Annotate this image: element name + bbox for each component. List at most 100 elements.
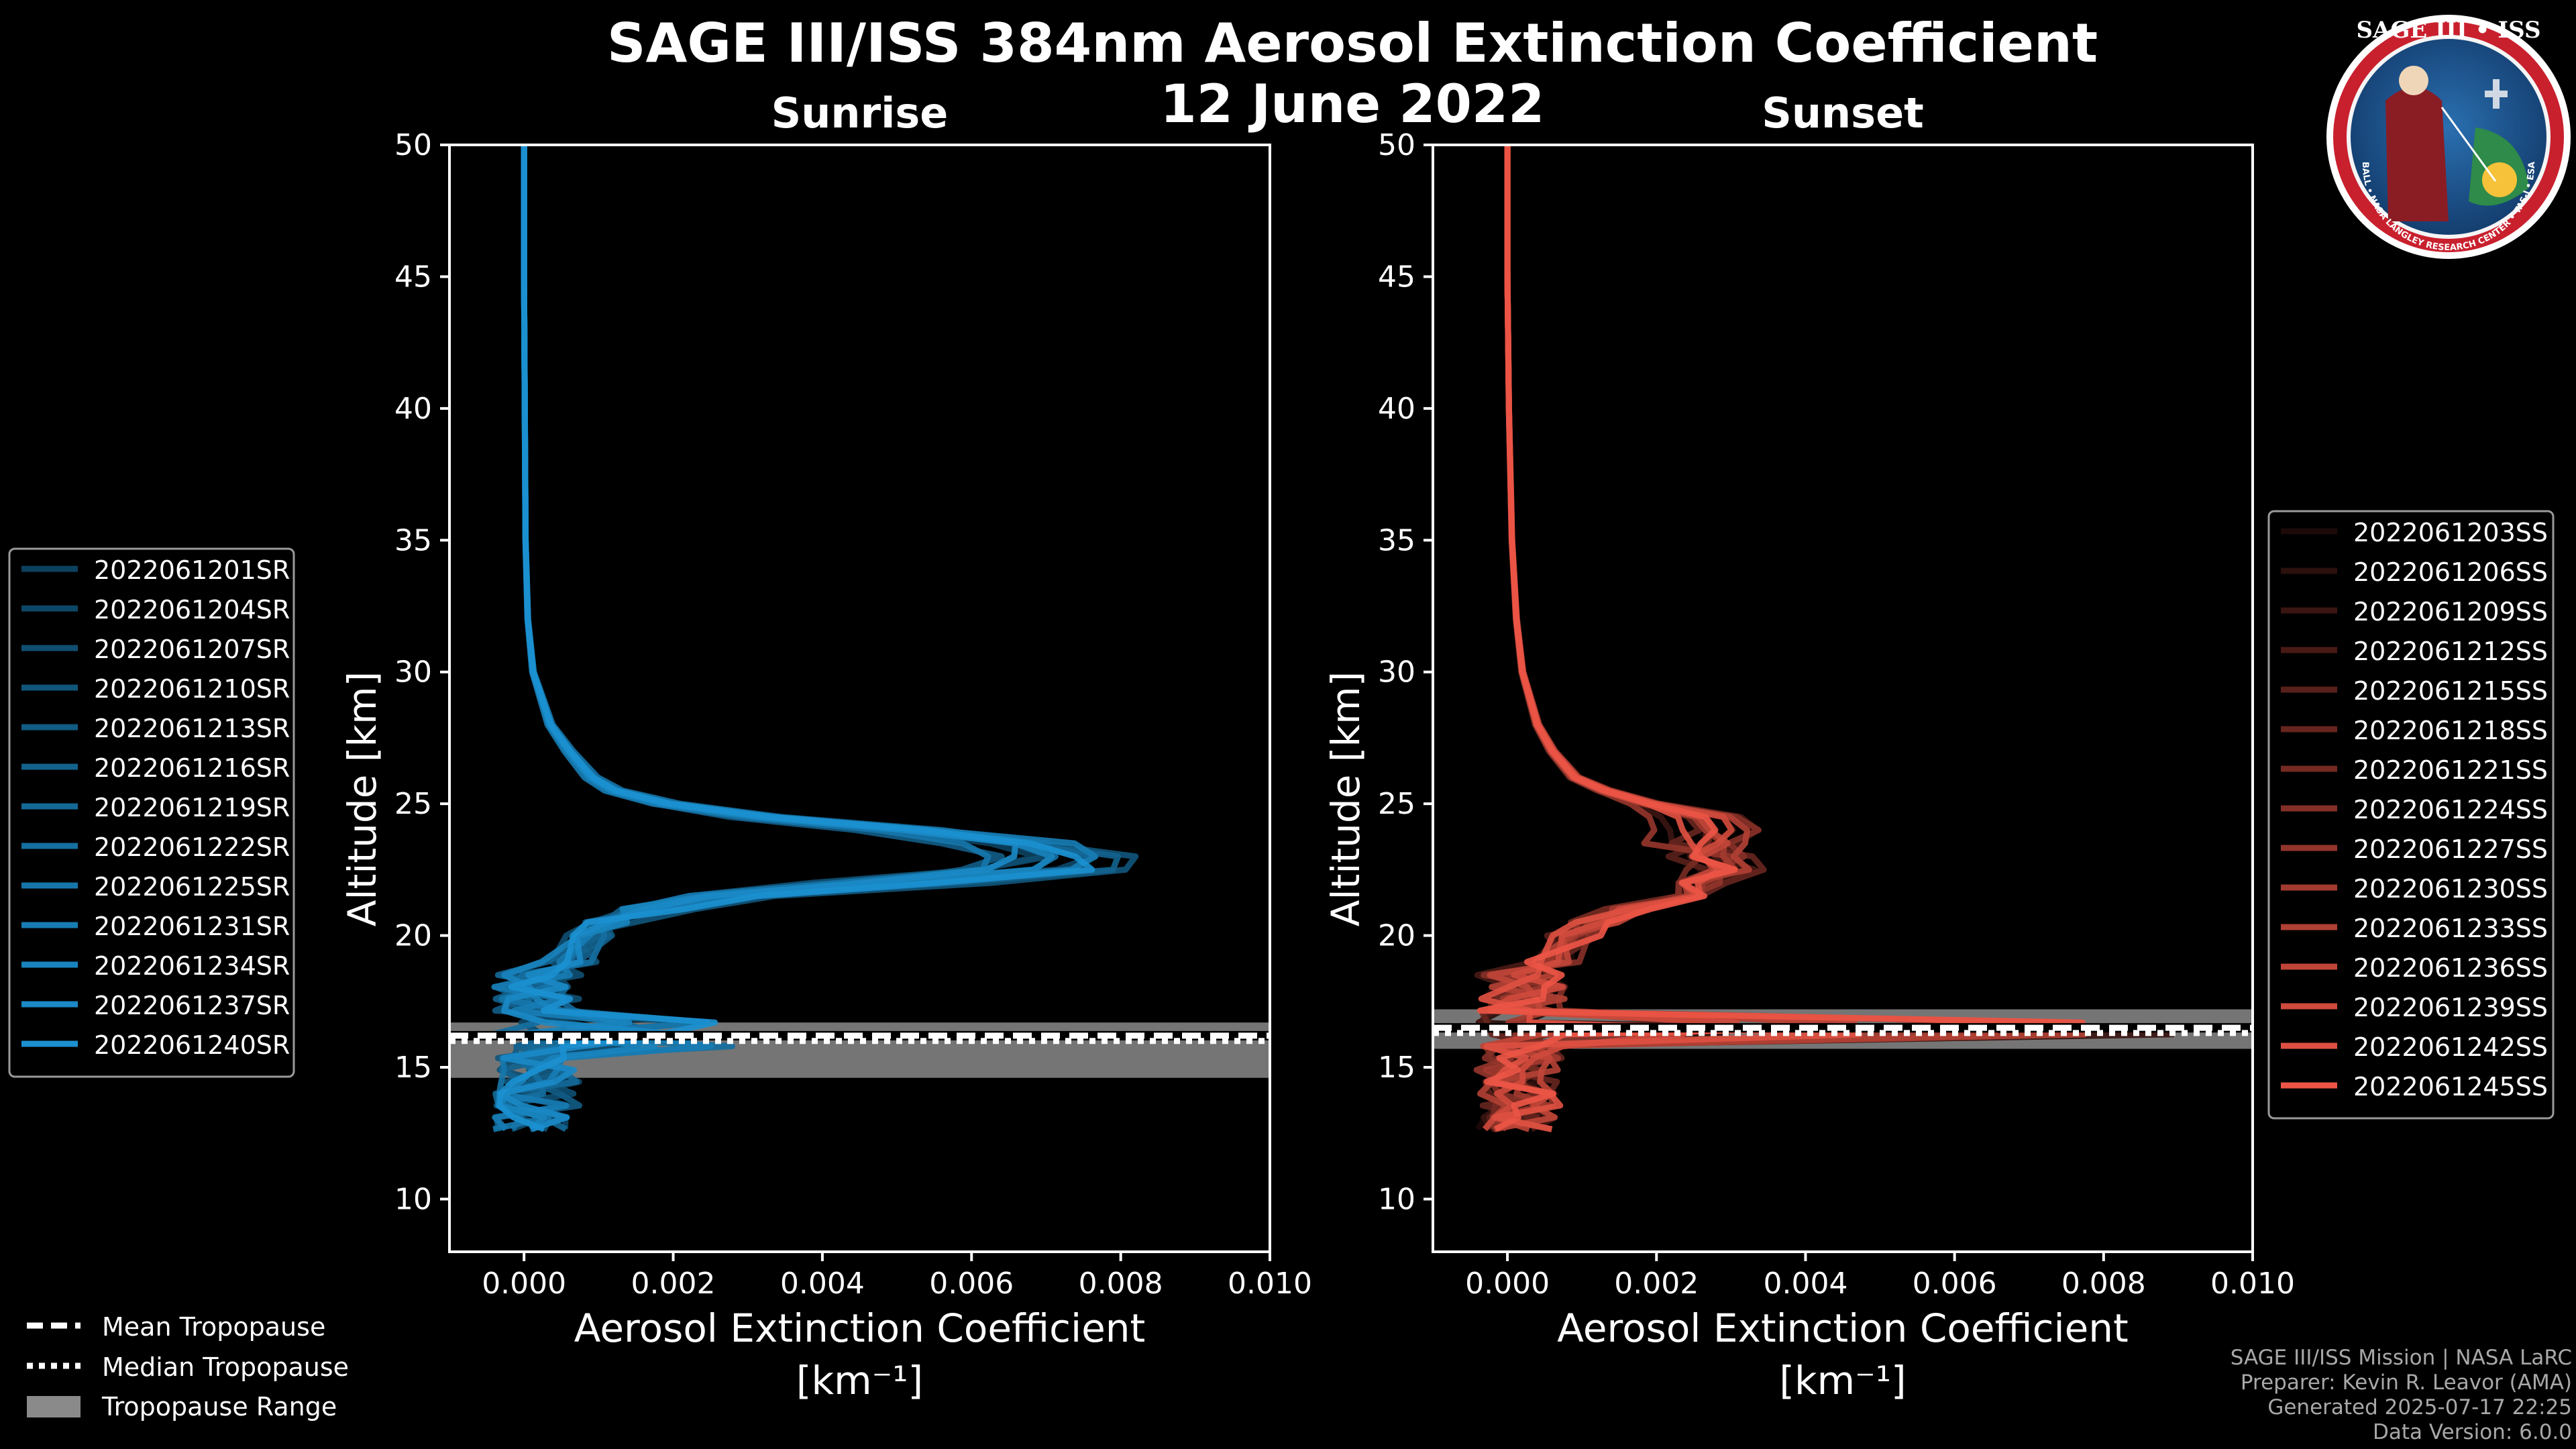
legend-label-2022061234SR: 2022061234SR: [94, 951, 290, 981]
legend-label-2022061242SS: 2022061242SS: [2353, 1032, 2548, 1062]
sunset-ytick-label: 40: [1378, 392, 1415, 426]
legend-label-2022061230SS: 2022061230SS: [2353, 874, 2548, 904]
sunrise-xtick-label: 0.002: [631, 1267, 716, 1301]
profile-line-2022061221SS: [1482, 145, 2044, 1132]
sunrise-xtick-label: 0.004: [780, 1267, 865, 1301]
profile-line-2022061216SR: [492, 145, 1122, 1132]
sunrise-xtick-label: 0.006: [929, 1267, 1014, 1301]
legend-label-2022061225SR: 2022061225SR: [94, 872, 290, 902]
date-subtitle: 12 June 2022: [1161, 74, 1545, 135]
sunrise-xtick-label: 0.010: [1228, 1267, 1312, 1301]
sunset-legend: 2022061203SS 2022061206SS 2022061209SS 2022…: [2267, 510, 2555, 1120]
sunset-ytick-label: 10: [1378, 1182, 1415, 1216]
sunset-ytick-label: 30: [1378, 655, 1415, 690]
sunrise-ytick-label: 20: [394, 919, 432, 953]
legend-range-label: Tropopause Range: [101, 1392, 337, 1421]
legend-label-2022061219SR: 2022061219SR: [94, 793, 290, 822]
profile-line-2022061245SS: [1477, 145, 2086, 1132]
sunset-xtick-label: 0.006: [1913, 1267, 1997, 1301]
sunrise-ytick-label: 45: [394, 260, 432, 294]
sunrise-ytick-label: 40: [394, 392, 432, 426]
sunset-panel-title: Sunset: [1762, 89, 1924, 138]
profile-line-2022061209SS: [1481, 145, 2176, 1131]
footer-preparer: Preparer: Kevin R. Leavor (AMA): [2240, 1371, 2572, 1395]
sunrise-chart: Sunrise 10 15 20 25 30 35 40 45 50 0.000 0.002 0.004…: [8, 89, 1312, 1403]
logo-top-text: SAGE III • ISS: [2356, 17, 2540, 44]
sunrise-ytick-label: 25: [394, 787, 432, 821]
sunrise-ytick-label: 10: [394, 1182, 432, 1216]
sunset-ylabel: Altitude [km]: [1323, 672, 1368, 926]
main-title: SAGE III/ISS 384nm Aerosol Extinction Co…: [607, 12, 2098, 74]
profile-line-2022061240SR: [496, 145, 1095, 1132]
legend-median-label: Median Tropopause: [102, 1352, 349, 1382]
sunset-xtick-label: 0.002: [1614, 1267, 1699, 1301]
profile-line-2022061210SR: [494, 145, 1139, 1132]
sunset-xtick-label: 0.010: [2210, 1267, 2295, 1301]
sunrise-xunit: [km⁻¹]: [796, 1358, 923, 1403]
sunrise-legend: 2022061201SR 2022061204SR 2022061207SR 2022…: [8, 547, 295, 1078]
sunset-plot-frame: [1432, 144, 2254, 1253]
profile-line-2022061204SR: [493, 145, 1097, 1130]
legend-label-2022061207SR: 2022061207SR: [94, 635, 290, 664]
profile-line-2022061231SR: [491, 145, 1099, 1132]
legend-label-2022061237SR: 2022061237SR: [94, 991, 290, 1020]
profile-line-2022061234SR: [496, 145, 1055, 1132]
sunrise-ytick-label: 50: [394, 128, 432, 162]
legend-label-2022061210SR: 2022061210SR: [94, 674, 290, 704]
legend-label-2022061236SS: 2022061236SS: [2353, 953, 2548, 983]
sunset-xunit: [km⁻¹]: [1779, 1358, 1906, 1403]
sunset-ytick-label: 35: [1378, 523, 1415, 557]
legend-label-2022061222SR: 2022061222SR: [94, 833, 290, 862]
legend-label-2022061233SS: 2022061233SS: [2353, 914, 2548, 943]
sunset-legend-box: [2267, 510, 2555, 1120]
footer-data-version: Data Version: 6.0.0: [2372, 1420, 2572, 1444]
legend-label-2022061221SS: 2022061221SS: [2353, 755, 2548, 785]
legend-label-2022061216SR: 2022061216SR: [94, 753, 290, 783]
profile-line-2022061222SR: [490, 145, 1059, 1131]
legend-label-2022061201SR: 2022061201SR: [94, 555, 290, 585]
footer-credits: SAGE III/ISS Mission | NASA LaRC Prepare…: [2035, 1346, 2572, 1445]
legend-label-2022061218SS: 2022061218SS: [2353, 716, 2548, 745]
footer-mission: SAGE III/ISS Mission | NASA LaRC: [2230, 1346, 2572, 1370]
sunrise-ylabel: Altitude [km]: [339, 672, 385, 926]
sunset-xtick-label: 0.000: [1465, 1267, 1550, 1301]
legend-label-2022061224SS: 2022061224SS: [2353, 795, 2548, 824]
profile-line-2022061213SR: [492, 145, 1005, 1130]
legend-label-2022061204SR: 2022061204SR: [94, 595, 290, 625]
sunset-profiles: [1473, 145, 2176, 1132]
profile-line-2022061219SR: [492, 145, 1095, 1132]
legend-label-2022061206SS: 2022061206SS: [2353, 557, 2548, 587]
profile-line-2022061230SS: [1483, 145, 1998, 1132]
sunset-ytick-label: 50: [1378, 128, 1415, 162]
sunrise-plot-frame: [448, 144, 1271, 1253]
sunrise-xlabel: Aerosol Extinction Coefficient: [574, 1305, 1146, 1351]
legend-label-2022061239SS: 2022061239SS: [2353, 993, 2548, 1022]
legend-label-2022061209SS: 2022061209SS: [2353, 597, 2548, 627]
sunrise-ytick-label: 15: [394, 1051, 432, 1085]
profile-line-2022061237SR: [497, 145, 1019, 1132]
profile-line-2022061207SR: [494, 145, 1052, 1132]
tropopause-legend: Mean Tropopause Median Tropopause Tropopau…: [27, 1312, 349, 1421]
legend-label-2022061227SS: 2022061227SS: [2353, 835, 2548, 864]
legend-label-2022061212SS: 2022061212SS: [2353, 637, 2548, 666]
sage-iss-logo: SAGE III • ISS BALL • NASA LANGLEY RESEA…: [2326, 15, 2571, 259]
sunrise-legend-box: [8, 547, 295, 1078]
sunset-ytick-label: 45: [1378, 260, 1415, 294]
sunset-ytick-label: 15: [1378, 1051, 1415, 1085]
footer-generated: Generated 2025-07-17 22:25: [2267, 1395, 2572, 1419]
legend-mean-label: Mean Tropopause: [102, 1312, 325, 1342]
profile-line-2022061201SR: [493, 145, 1040, 1130]
sunset-chart: Sunset 10 15 20 25 30 35 40 45 50 0.000 0.002 0.004 0…: [1323, 89, 2555, 1403]
sunrise-panel-title: Sunrise: [771, 89, 949, 138]
sunset-ytick-label: 20: [1378, 919, 1415, 953]
legend-label-2022061240SR: 2022061240SR: [94, 1030, 290, 1060]
legend-range-swatch: [27, 1396, 80, 1417]
sunset-xtick-label: 0.004: [1763, 1267, 1847, 1301]
sunrise-ytick-label: 30: [394, 655, 432, 690]
sunrise-xtick-label: 0.008: [1079, 1267, 1163, 1301]
legend-label-2022061231SR: 2022061231SR: [94, 912, 290, 941]
sunset-xtick-label: 0.008: [2061, 1267, 2146, 1301]
profile-line-2022061233SS: [1477, 145, 2088, 1132]
sunrise-xtick-label: 0.000: [482, 1267, 566, 1301]
